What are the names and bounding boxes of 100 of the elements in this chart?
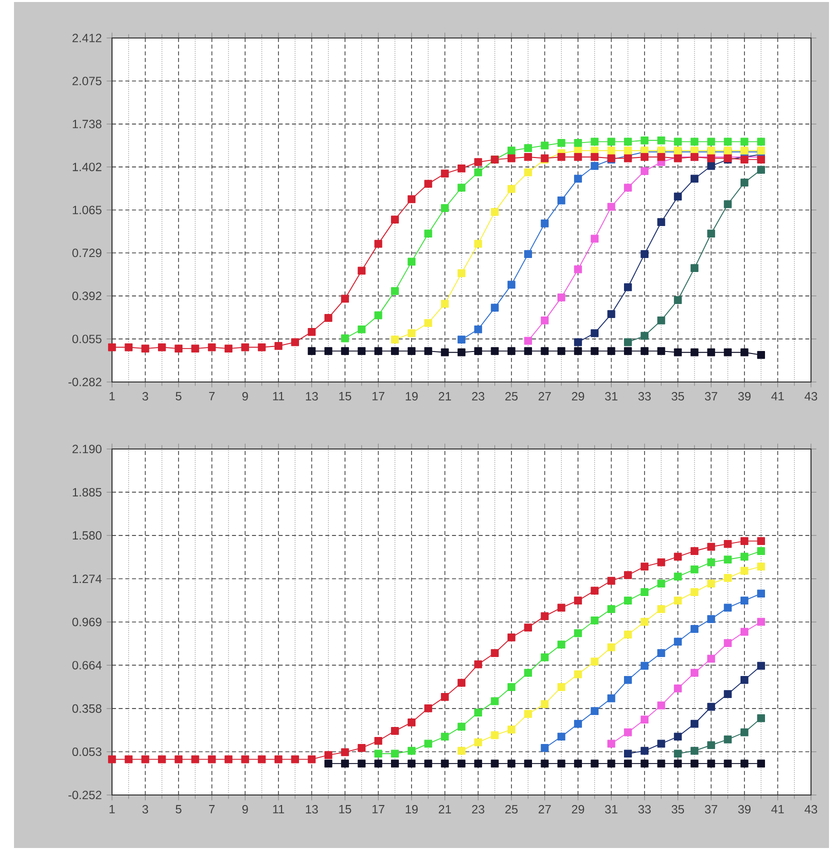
point <box>607 760 616 768</box>
point <box>707 138 716 146</box>
point <box>624 676 632 684</box>
point <box>640 347 649 356</box>
point <box>757 166 766 174</box>
point <box>524 144 532 152</box>
x-tick-label: 37 <box>704 392 718 401</box>
point <box>674 750 682 758</box>
point <box>607 740 616 748</box>
point <box>557 139 566 147</box>
x-tick-label: 35 <box>672 805 684 814</box>
x-tick-label: 3 <box>142 392 148 401</box>
point <box>757 590 766 598</box>
point <box>341 760 349 768</box>
point <box>690 746 698 755</box>
point <box>341 294 349 303</box>
point <box>158 343 166 352</box>
x-tick-label: 9 <box>242 805 248 814</box>
point <box>607 138 616 146</box>
point <box>657 153 666 161</box>
point <box>707 741 716 750</box>
point <box>724 540 732 548</box>
x-tick-label: 31 <box>605 805 618 814</box>
x-tick-label: 21 <box>438 392 451 400</box>
point <box>590 760 599 768</box>
point <box>757 547 766 555</box>
point <box>440 204 449 212</box>
point <box>490 304 499 312</box>
point <box>374 240 382 248</box>
point <box>574 720 582 728</box>
x-tick-label: 31 <box>605 392 618 401</box>
point <box>607 310 616 318</box>
point <box>757 662 766 670</box>
y-tick-label: 0.358 <box>72 704 102 713</box>
x-tick-label: 21 <box>438 805 451 814</box>
point <box>557 683 566 691</box>
point <box>674 552 682 561</box>
point <box>408 746 416 755</box>
point <box>524 760 532 768</box>
point <box>141 755 150 764</box>
point <box>557 732 566 741</box>
x-tick-label: 41 <box>771 392 784 400</box>
point <box>657 218 666 226</box>
point <box>374 736 382 745</box>
x-tick-label: 9 <box>242 392 248 401</box>
point <box>474 708 482 716</box>
point <box>274 755 282 764</box>
point <box>590 234 599 243</box>
point <box>657 316 666 324</box>
point <box>374 760 382 768</box>
point <box>474 660 482 668</box>
point <box>590 162 599 170</box>
point <box>474 240 482 248</box>
point <box>607 643 616 652</box>
point <box>690 588 698 596</box>
point <box>724 348 732 356</box>
y-tick-label: 1.580 <box>72 531 102 540</box>
x-tick-label: 27 <box>538 392 551 400</box>
point <box>640 153 649 161</box>
x-tick-label: 17 <box>372 392 384 400</box>
point <box>524 153 532 161</box>
point <box>374 311 382 320</box>
point <box>208 343 216 352</box>
point <box>458 760 466 768</box>
point <box>374 347 382 356</box>
point <box>458 722 466 731</box>
point <box>474 325 482 334</box>
point <box>507 154 516 162</box>
point <box>424 740 432 748</box>
point <box>690 174 698 183</box>
point <box>707 162 716 170</box>
point <box>574 596 582 605</box>
point <box>657 580 666 588</box>
point <box>724 736 732 744</box>
point <box>524 624 532 632</box>
point <box>507 146 516 155</box>
point <box>657 702 666 710</box>
point <box>540 760 549 768</box>
point <box>674 296 682 304</box>
point <box>707 348 716 356</box>
point <box>324 751 332 759</box>
point <box>690 547 698 555</box>
point <box>390 727 399 735</box>
point <box>624 596 632 605</box>
point <box>557 294 566 302</box>
x-tick-label: 11 <box>273 805 284 814</box>
point <box>574 670 582 678</box>
point <box>690 668 698 677</box>
point <box>490 697 499 706</box>
point <box>674 684 682 692</box>
point <box>624 760 632 768</box>
point <box>624 347 632 356</box>
point <box>174 755 183 764</box>
point <box>757 138 766 146</box>
point <box>440 300 449 308</box>
point <box>540 653 549 662</box>
x-tick-label: 13 <box>306 392 318 401</box>
point <box>557 153 566 161</box>
point <box>458 269 466 278</box>
point <box>557 196 566 204</box>
